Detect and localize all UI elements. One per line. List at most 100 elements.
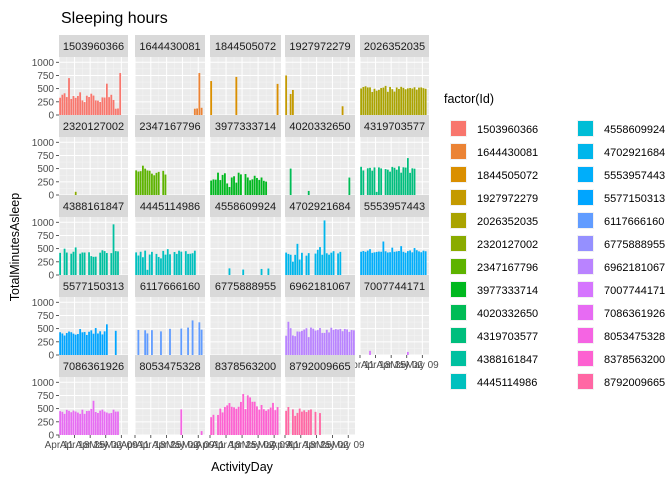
bar bbox=[187, 253, 189, 275]
legend-swatch bbox=[578, 121, 593, 136]
bar bbox=[246, 177, 249, 195]
facet-panel: 2026352035 bbox=[359, 35, 429, 116]
bar bbox=[389, 171, 391, 195]
bar bbox=[249, 397, 251, 435]
bar bbox=[337, 329, 339, 355]
bar bbox=[332, 329, 335, 355]
legend-swatch bbox=[578, 328, 593, 343]
bar bbox=[415, 250, 418, 275]
bar bbox=[142, 165, 144, 195]
legend-swatch bbox=[578, 305, 593, 320]
y-tick-label: 500 bbox=[37, 324, 54, 335]
bar bbox=[83, 331, 86, 355]
legend-swatch bbox=[578, 236, 593, 251]
bar bbox=[411, 88, 414, 115]
facet-strip bbox=[59, 115, 128, 137]
bar bbox=[276, 83, 279, 115]
bar bbox=[369, 87, 371, 115]
bar bbox=[221, 174, 224, 195]
bar bbox=[65, 333, 68, 355]
bar bbox=[68, 331, 70, 355]
legend-label: 6962181067 bbox=[604, 262, 665, 274]
bar bbox=[191, 320, 194, 355]
bar bbox=[298, 408, 301, 435]
bar bbox=[59, 332, 62, 355]
legend-entry: 4558609924 bbox=[577, 120, 665, 137]
bar bbox=[343, 328, 346, 355]
y-tick-label: 250 bbox=[37, 337, 54, 348]
bar bbox=[189, 253, 192, 275]
bar bbox=[267, 268, 270, 275]
facet-strip bbox=[285, 275, 355, 297]
x-tick-label: May 09 bbox=[182, 440, 215, 451]
legend-swatch bbox=[451, 236, 466, 251]
facet-strip-label: 6775888955 bbox=[215, 281, 276, 293]
bar bbox=[110, 412, 113, 435]
bar bbox=[251, 179, 254, 195]
bar bbox=[400, 172, 403, 195]
x-tick-label: Apr 25 bbox=[376, 360, 406, 371]
bar bbox=[380, 168, 383, 195]
y-tick-label: 750 bbox=[37, 391, 54, 402]
bar bbox=[103, 411, 106, 435]
bar bbox=[375, 191, 378, 195]
bar bbox=[88, 97, 90, 115]
bar bbox=[70, 332, 73, 355]
bar bbox=[210, 81, 213, 115]
bar bbox=[63, 413, 66, 435]
bar bbox=[424, 88, 427, 115]
bar bbox=[61, 411, 64, 435]
bar bbox=[292, 261, 294, 275]
facet-strip-label: 1644430081 bbox=[139, 41, 200, 53]
facet-strip bbox=[210, 355, 281, 377]
bar bbox=[262, 409, 265, 435]
facet-strip-label: 2026352035 bbox=[364, 41, 425, 53]
y-tick-label: 0 bbox=[48, 111, 54, 122]
y-tick-label: 250 bbox=[37, 177, 54, 188]
bar bbox=[253, 401, 256, 435]
bar bbox=[240, 401, 242, 435]
bar bbox=[384, 251, 387, 275]
bar bbox=[413, 248, 416, 275]
facet-panels: 1503960366 0 250 500 750 1000 1644430081 184450… bbox=[32, 35, 439, 451]
legend-entry: 8053475328 bbox=[577, 327, 665, 344]
bar bbox=[298, 331, 301, 355]
bar bbox=[72, 333, 75, 355]
x-tick-label: May 02 bbox=[316, 440, 349, 451]
bar bbox=[157, 256, 160, 275]
legend-label: 8053475328 bbox=[604, 331, 665, 343]
bar bbox=[81, 409, 84, 435]
bar bbox=[103, 331, 106, 355]
facet-strip bbox=[59, 355, 128, 377]
legend-label: 2026352035 bbox=[477, 216, 538, 228]
y-tick-label: 750 bbox=[37, 231, 54, 242]
facet-strip-label: 6962181067 bbox=[289, 281, 350, 293]
bar bbox=[135, 170, 138, 195]
legend-swatch bbox=[451, 328, 466, 343]
bar bbox=[83, 252, 86, 275]
facet-panel: 1927972279 bbox=[284, 35, 355, 116]
facet-strip bbox=[360, 35, 429, 57]
bar bbox=[228, 403, 231, 435]
x-tick-label: May 09 bbox=[105, 440, 138, 451]
facet-strip bbox=[210, 35, 281, 57]
legend-swatch bbox=[578, 282, 593, 297]
bar bbox=[90, 93, 93, 115]
facet-strip bbox=[285, 35, 355, 57]
legend-title: factor(Id) bbox=[444, 92, 494, 106]
bar bbox=[79, 253, 82, 275]
facet-strip-label: 1927972279 bbox=[289, 41, 350, 53]
bar bbox=[364, 86, 367, 115]
bar bbox=[296, 331, 299, 355]
panel-background bbox=[360, 297, 429, 355]
bar bbox=[74, 411, 77, 435]
bar bbox=[164, 174, 167, 195]
facet-strip-label: 5553957443 bbox=[364, 201, 425, 213]
legend-label: 2347167796 bbox=[477, 262, 538, 274]
bar bbox=[411, 252, 414, 275]
bar bbox=[112, 409, 115, 435]
bar bbox=[144, 330, 147, 355]
bar bbox=[391, 166, 394, 195]
bar bbox=[285, 75, 288, 115]
